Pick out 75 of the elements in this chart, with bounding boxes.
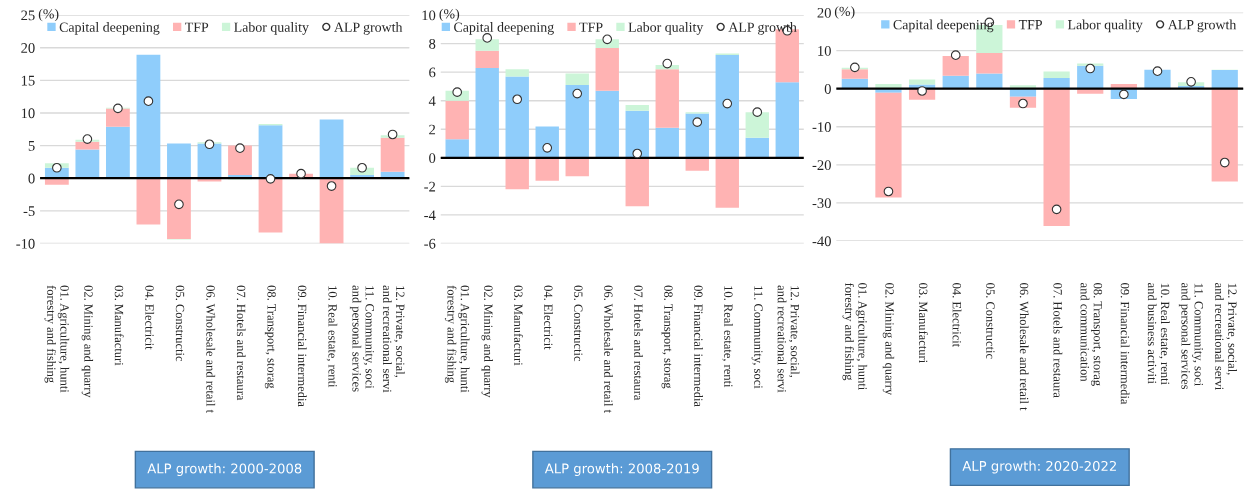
y-tick-label: -20	[812, 160, 831, 171]
legend-label: ALP growth	[728, 22, 797, 35]
legend-label: Labor quality	[628, 22, 704, 35]
x-tick-label: 09. Financial intermedia	[1120, 283, 1130, 405]
x-tick-label: 08. Transport, storag	[661, 285, 673, 389]
x-tick-label: 03. Manufacturi	[514, 285, 524, 366]
x-tick-label: 07. Hotels and restaura	[236, 285, 246, 401]
x-tick-label: 05. Constructic	[574, 285, 583, 362]
y-axis-title: (%)	[38, 8, 59, 22]
x-tick-label: 03. Manufacturi	[918, 283, 928, 363]
x-tick-label: 12. Private, social, and recreational servi	[382, 285, 405, 393]
y-axis-title: (%)	[439, 8, 460, 22]
y-tick-label: 6	[429, 67, 436, 78]
legend-label: Labor quality	[1067, 19, 1143, 33]
legend-label: Capital deepening	[893, 19, 994, 33]
x-tick-label: 04. Electricit	[145, 285, 155, 350]
x-tick-label: 11. Community, soci and personal services	[349, 285, 374, 392]
x-tick-label: 03. Manufacturi	[114, 285, 124, 366]
x-tick-label: 12. Private, social, and recreational servi	[777, 285, 800, 393]
x-tick-label: 04. Electricit	[544, 285, 553, 350]
y-tick-label: -40	[812, 236, 831, 247]
y-tick-label: 15	[21, 75, 35, 86]
legend-label: ALP growth	[334, 22, 403, 35]
y-tick-label: -30	[812, 198, 831, 209]
y-tick-label: 10	[21, 108, 35, 119]
x-tick-label: 06. Wholesale and retail t	[206, 285, 216, 413]
y-tick-label: 10	[422, 10, 436, 21]
x-tick-label: 08. Transport, storag and communication	[1080, 283, 1103, 386]
text: ALP growth: 2020-2022	[962, 460, 1116, 474]
legend-label: Labor quality	[234, 22, 309, 35]
y-tick-label: -10	[812, 122, 831, 132]
y-tick-label: 25	[21, 10, 35, 21]
x-tick-label: 05. Constructic	[175, 285, 185, 362]
text: ALP growth: 2008-2019	[544, 463, 699, 476]
y-tick-label: 4	[428, 96, 436, 106]
x-tick-label: 07. Hotels and restaura	[1053, 283, 1063, 398]
y-tick-label: 8	[429, 38, 436, 49]
x-tick-label: 02. Mining and quarry	[882, 283, 895, 396]
legend-label: TFP	[1018, 20, 1042, 30]
y-tick-label: 0	[429, 153, 436, 164]
legend-label: TFP	[579, 22, 603, 32]
x-tick-label: 10. Real estate, renti	[326, 286, 338, 388]
x-tick-label: 04. Electricit	[952, 283, 962, 348]
x-tick-label: 06. Wholesale and retail t	[604, 285, 613, 413]
x-tick-label: 05. Constructic	[986, 283, 995, 359]
y-tick-label: 5	[28, 141, 35, 151]
y-tick-label: 2	[429, 124, 436, 135]
x-tick-label: 08. Transport, storag	[264, 285, 276, 389]
x-tick-label: 11. Community, soci	[751, 286, 763, 389]
y-tick-label: -2	[424, 181, 436, 192]
x-tick-label: 01. Agriculture, hunti forestry and fishing	[842, 283, 868, 391]
y-tick-label: 20	[21, 43, 35, 53]
y-tick-label: -5	[23, 206, 35, 217]
y-tick-label: 0	[824, 84, 831, 94]
y-tick-label: -4	[424, 210, 436, 220]
y-axis-title: (%)	[834, 6, 855, 19]
legend-label: Capital deepening	[454, 22, 554, 35]
y-tick-label: 20	[817, 7, 831, 18]
x-tick-label: 06. Wholesale and retail t	[1019, 283, 1029, 411]
x-tick-label: 09. Financial intermedia	[694, 285, 703, 407]
y-tick-label: 10	[818, 45, 831, 56]
text: ALP growth: 2000-2008	[147, 463, 302, 476]
x-tick-label: 09. Financial intermedia	[297, 285, 307, 407]
legend-label: ALP growth	[1167, 19, 1237, 33]
x-tick-label: 10. Real estate, renti	[722, 286, 733, 388]
x-tick-label: 07. Hotels and restaura	[634, 285, 643, 401]
y-tick-label: 0	[28, 173, 35, 184]
x-tick-label: 01. Agriculture, hunti forestry and fishing	[444, 285, 470, 393]
x-tick-label: 02. Mining and quarry	[81, 285, 94, 398]
x-tick-label: 02. Mining and quarry	[481, 285, 493, 398]
y-tick-label: -6	[424, 238, 436, 249]
legend-label: TFP	[185, 22, 209, 32]
x-tick-label: 01. Agriculture, hunti forestry and fishing	[44, 285, 70, 393]
legend-label: Capital deepening	[59, 22, 160, 35]
y-tick-label: -10	[16, 238, 35, 249]
